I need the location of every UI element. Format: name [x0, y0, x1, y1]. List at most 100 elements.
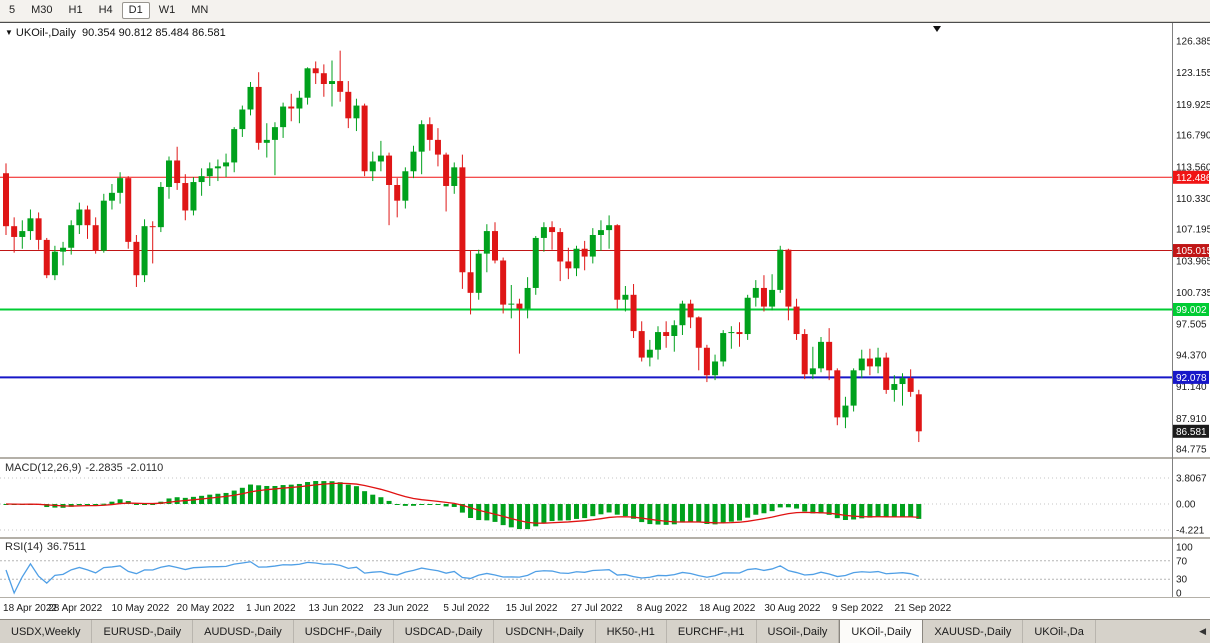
rsi-line [5, 561, 919, 595]
macd-bar [614, 504, 620, 515]
price-tick-label: 97.505 [1176, 320, 1207, 331]
macd-bar [427, 504, 433, 505]
macd-bar [313, 481, 319, 504]
rsi-tick-label: 0 [1176, 589, 1182, 600]
candle-up [712, 361, 719, 376]
candle-up [223, 162, 230, 167]
tab-usdx-weekly[interactable]: USDX,Weekly [0, 620, 93, 643]
price-tick-label: 126.385 [1176, 37, 1210, 48]
candle-up [777, 249, 784, 290]
macd-bar [859, 504, 865, 519]
macd-bar [777, 504, 783, 508]
macd-bar [565, 504, 571, 521]
tab-eurchf-h1[interactable]: EURCHF-,H1 [667, 620, 757, 643]
macd-bar [329, 481, 335, 504]
candle-down [149, 226, 156, 228]
candle-up [166, 160, 172, 187]
candle-down [492, 231, 498, 261]
tab-usoil-daily[interactable]: USOil-,Daily [757, 620, 840, 643]
candle-down [92, 225, 99, 251]
candle-up [597, 230, 604, 235]
macd-bar [215, 493, 221, 504]
macd-bar [394, 504, 400, 505]
candle-up [402, 171, 409, 201]
pane-divider[interactable] [0, 457, 1210, 459]
candle-down [434, 139, 441, 155]
candle-up [100, 200, 107, 251]
tab-ukoil-da[interactable]: UKOil-,Da [1023, 620, 1096, 643]
date-tick-label: 18 Aug 2022 [699, 603, 756, 614]
macd-bar [761, 504, 767, 514]
macd-title: MACD(12,26,9) [5, 462, 82, 474]
tab-usdchf-daily[interactable]: USDCHF-,Daily [294, 620, 394, 643]
period-button-5[interactable]: 5 [9, 4, 16, 16]
symbol-tabbar: USDX,Weekly EURUSD-,Daily AUDUSD-,Daily USD… [0, 619, 1210, 643]
candle-up [60, 247, 67, 252]
macd-bar [525, 504, 531, 530]
macd-bar [631, 504, 637, 519]
price-tick-label: 116.790 [1176, 131, 1210, 142]
candle-up [752, 287, 759, 298]
rsi-tick-label: 30 [1176, 575, 1188, 586]
macd-bar [101, 503, 107, 505]
macd-bar [785, 504, 791, 508]
price-tick-label: 100.735 [1176, 288, 1210, 299]
candle-down [549, 227, 556, 233]
candle-down [426, 124, 433, 140]
period-button-w1[interactable]: W1 [158, 4, 176, 16]
macd-bar [345, 484, 351, 504]
chart-window[interactable]: 126.385 123.155 119.925 116.790 113.560 110.3… [0, 22, 1210, 619]
tabs-strip: USDX,Weekly EURUSD-,Daily AUDUSD-,Daily USD… [0, 620, 1195, 643]
candle-down [703, 347, 710, 376]
tab-xauusd-daily[interactable]: XAUUSD-,Daily [923, 620, 1024, 643]
macd-bar [133, 504, 139, 505]
pane-divider[interactable] [0, 537, 1210, 539]
macd-bar [728, 504, 734, 522]
macd-bar [337, 482, 343, 504]
period-button-d1[interactable]: D1 [121, 2, 150, 19]
candle-down [394, 184, 401, 201]
candle-down [866, 358, 873, 367]
candle-up [108, 192, 115, 201]
chart-ohlc-values: 90.354 90.812 85.484 86.581 [81, 27, 226, 39]
macd-bar [353, 486, 359, 504]
price-tick-label: 107.195 [1176, 225, 1210, 236]
macd-bar [288, 484, 294, 504]
macd-bar [468, 504, 474, 518]
candle-up [744, 297, 751, 335]
period-button-mn[interactable]: MN [191, 4, 209, 16]
candle-up [589, 234, 596, 257]
macd-header: MACD(12,26,9) -2.2835 -2.0110 [5, 462, 167, 474]
candle-down [687, 303, 694, 318]
tab-hk50-h1[interactable]: HK50-,H1 [596, 620, 667, 643]
macd-bar [223, 492, 229, 504]
macd-bar [737, 504, 742, 521]
tab-audusd-daily[interactable]: AUDUSD-,Daily [193, 620, 294, 643]
candle-up [606, 225, 613, 231]
macd-bar [916, 504, 922, 519]
period-button-h4[interactable]: H4 [98, 4, 113, 16]
macd-bar [435, 504, 441, 505]
date-tick-label: 15 Jul 2022 [506, 603, 558, 614]
candle-up [76, 209, 83, 226]
macd-bar [720, 504, 726, 524]
price-tick-label: 123.155 [1176, 68, 1210, 79]
price-tag [1173, 244, 1209, 258]
candle-down [361, 105, 368, 172]
chart-shift-marker[interactable] [933, 26, 941, 32]
period-button-h1[interactable]: H1 [68, 4, 83, 16]
candle-up [271, 127, 278, 140]
tab-eurusd-daily[interactable]: EURUSD-,Daily [92, 620, 194, 643]
rsi-header: RSI(14) 36.7511 [5, 541, 90, 553]
chart-menu-icon[interactable]: ▼ [5, 28, 13, 37]
rsi-title: RSI(14) [5, 541, 43, 553]
chart-canvas[interactable]: 126.385 123.155 119.925 116.790 113.560 110.3… [0, 23, 1210, 620]
macd-bar [753, 504, 759, 515]
period-button-m30[interactable]: M30 [31, 4, 53, 16]
macd-bar [492, 504, 498, 522]
tab-usdcnh-daily[interactable]: USDCNH-,Daily [494, 620, 596, 643]
horizontal-level-lines [0, 176, 1172, 379]
tab-scroll-left-icon[interactable]: ◀ [1199, 626, 1206, 636]
tab-ukoil-daily[interactable]: UKOil-,Daily [839, 620, 924, 643]
tab-usdcad-daily[interactable]: USDCAD-,Daily [394, 620, 495, 643]
